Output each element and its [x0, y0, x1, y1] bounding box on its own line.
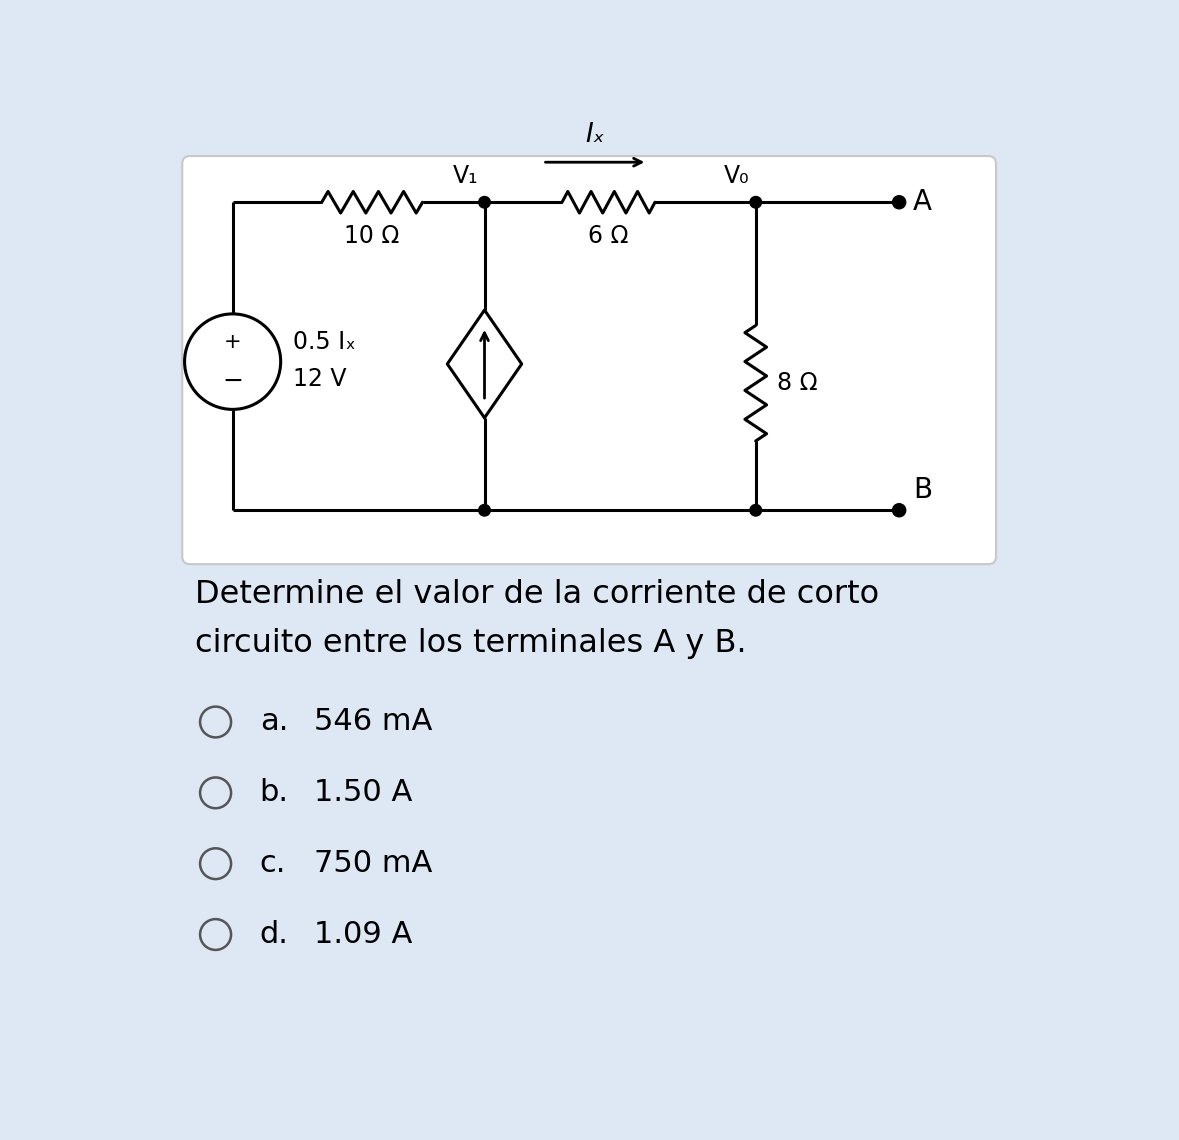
- Text: 1.09 A: 1.09 A: [314, 920, 413, 948]
- Circle shape: [750, 505, 762, 516]
- Text: V₁: V₁: [453, 164, 479, 188]
- Text: 1.50 A: 1.50 A: [314, 779, 413, 807]
- Text: +: +: [224, 333, 242, 352]
- Text: d.: d.: [259, 920, 289, 948]
- Circle shape: [750, 196, 762, 207]
- Text: b.: b.: [259, 779, 289, 807]
- Circle shape: [479, 505, 490, 516]
- FancyBboxPatch shape: [183, 156, 996, 564]
- Text: 8 Ω: 8 Ω: [777, 372, 818, 396]
- Text: 546 mA: 546 mA: [314, 708, 433, 736]
- Text: circuito entre los terminales A y B.: circuito entre los terminales A y B.: [196, 628, 747, 659]
- Text: Determine el valor de la corriente de corto: Determine el valor de la corriente de co…: [196, 579, 880, 610]
- Text: 0.5 Iₓ: 0.5 Iₓ: [294, 331, 356, 355]
- Text: B: B: [913, 477, 933, 504]
- Text: 12 V: 12 V: [294, 367, 347, 391]
- Text: Iₓ: Iₓ: [586, 122, 605, 148]
- Text: 750 mA: 750 mA: [314, 849, 433, 878]
- Circle shape: [893, 196, 905, 209]
- Text: −: −: [222, 369, 243, 393]
- Circle shape: [479, 196, 490, 207]
- Text: V₀: V₀: [724, 164, 750, 188]
- Text: 10 Ω: 10 Ω: [344, 223, 400, 247]
- Circle shape: [893, 504, 905, 516]
- Text: A: A: [913, 188, 933, 217]
- Text: c.: c.: [259, 849, 286, 878]
- Text: 6 Ω: 6 Ω: [588, 223, 628, 247]
- Text: a.: a.: [259, 708, 288, 736]
